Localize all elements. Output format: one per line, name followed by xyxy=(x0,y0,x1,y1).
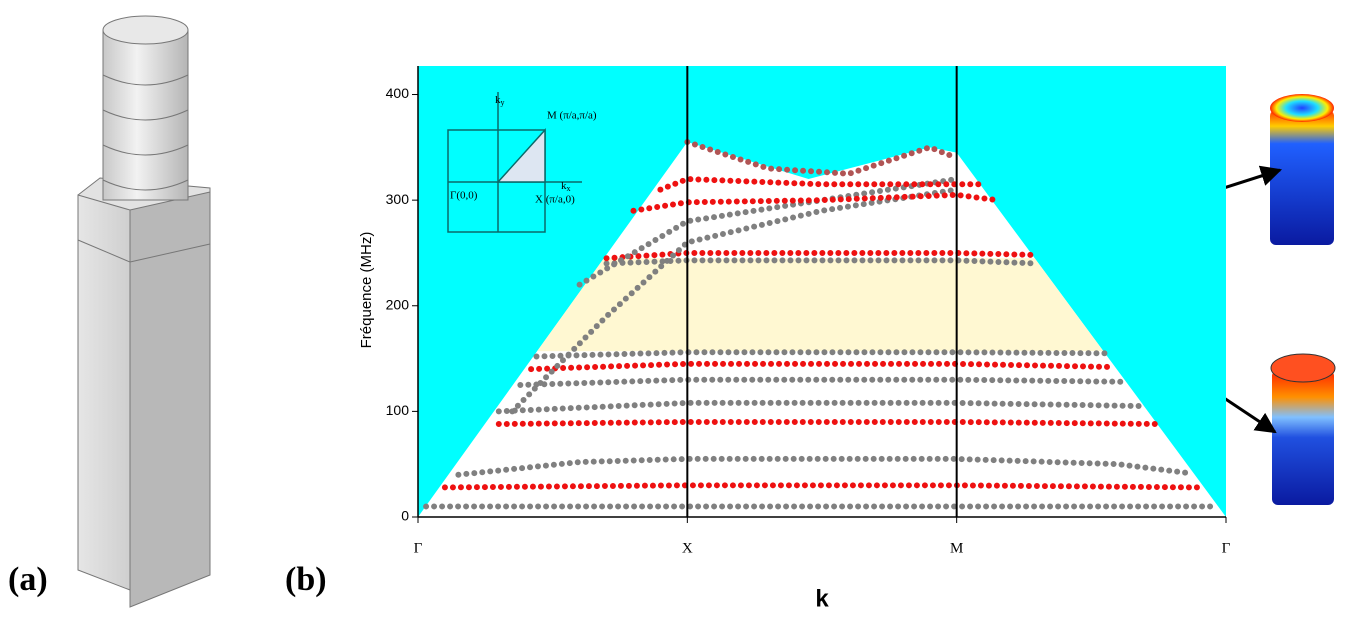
y-tick-label: 300 xyxy=(386,191,410,207)
band-line xyxy=(607,260,1038,263)
inset-label: y xyxy=(501,98,505,107)
x-tick-label: X xyxy=(682,540,693,556)
panel-label: (a) xyxy=(8,561,48,598)
y-tick-label: 100 xyxy=(386,402,410,418)
y-tick-label: 0 xyxy=(401,508,409,524)
inset-label: X (π/a,0) xyxy=(535,194,575,206)
figure: (a) (b) 0 100 200 300 400 Γ X M Γ Fréquence (MHz… xyxy=(0,0,1348,617)
panel-label: (b) xyxy=(285,561,327,598)
y-axis-label: Fréquence (MHz) xyxy=(358,232,375,349)
band-line xyxy=(445,485,1199,487)
y-tick-label: 400 xyxy=(386,85,410,101)
mode-shape xyxy=(1270,94,1335,505)
inset-label: x xyxy=(567,184,571,193)
page: (a) (b) 0 100 200 300 400 Γ X M Γ Fréquence (MHz… xyxy=(0,0,1348,622)
pillar-drawing xyxy=(78,16,210,607)
x-tick-label: Γ xyxy=(414,540,423,556)
inset-label: Γ(0,0) xyxy=(450,190,478,202)
x-tick-label: Γ xyxy=(1222,540,1231,556)
y-tick-label: 200 xyxy=(386,296,410,312)
band-chart: 0 100 200 300 400 Γ X M Γ xyxy=(386,66,1231,556)
x-tick-label: M xyxy=(950,540,963,556)
x-axis-label: k xyxy=(815,585,829,612)
inset-label: M (π/a,π/a) xyxy=(547,110,597,122)
